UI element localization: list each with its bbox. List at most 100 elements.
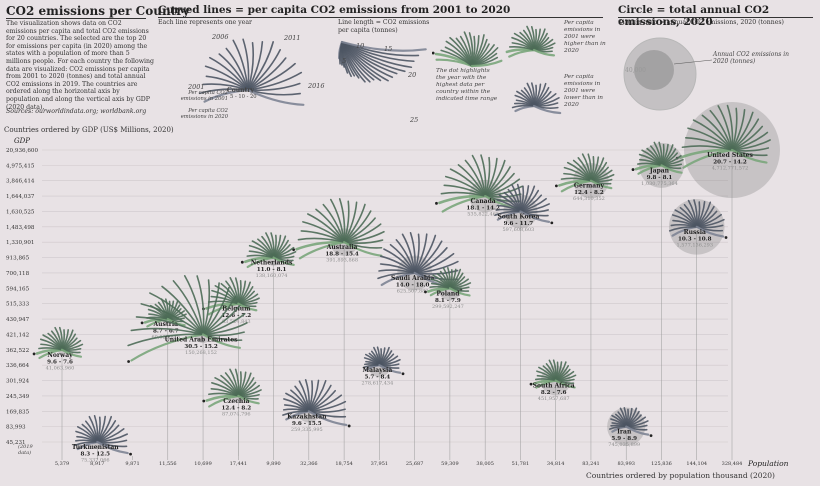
scale-label-25: 25 xyxy=(410,116,419,124)
x-axis-name: Population xyxy=(748,459,789,468)
country-fan-line xyxy=(731,111,754,151)
country-fan-line xyxy=(717,105,733,151)
country-fan-max-dot xyxy=(529,382,533,386)
legend-circle-pointer xyxy=(673,59,713,65)
country-total: 299,592,247 xyxy=(432,304,464,310)
legend-higher: Per capita emissions in 2001 were higher… xyxy=(564,20,606,54)
y-tick-label: 515,333 xyxy=(6,302,30,308)
page-title: CO2 emissions per Country xyxy=(6,4,190,18)
country-fan-line xyxy=(183,274,204,336)
country-fan-line xyxy=(60,348,83,358)
country-fan-max-dot xyxy=(140,321,144,325)
dot-fan-max-dot xyxy=(432,51,435,55)
legend-circle-area: Circle's area = annual CO2 emissions, 20… xyxy=(618,19,784,26)
section-curved-lines-title: Curved lines = per capita CO2 emissions … xyxy=(158,4,511,16)
legend-line-length: Line length = CO2 emissions per capita (… xyxy=(338,19,430,34)
legend-fan-line xyxy=(247,62,296,91)
country-fan-line xyxy=(695,225,725,238)
x-tick-label: 37,951 xyxy=(371,461,389,467)
country-total: 138,160,074 xyxy=(256,273,288,279)
country-fan-line xyxy=(202,312,246,336)
country-total: 259,335,995 xyxy=(291,427,323,433)
country-name: Malaysia xyxy=(363,367,393,374)
x-tick-label: 83,993 xyxy=(617,461,635,467)
scale-label-5: 5 xyxy=(342,57,347,65)
country-name: Saudi Arabia xyxy=(391,275,434,282)
country-fan-line xyxy=(302,221,345,244)
country-total: 4,712,771,572 xyxy=(712,166,749,172)
title-rule xyxy=(6,18,146,19)
legend-dot-highlight: The dot highlights the year with the hig… xyxy=(436,68,498,102)
country-values: 5.9 - 8.9 xyxy=(611,436,637,442)
country-fan-line xyxy=(130,327,204,336)
country-values: 8.3 - 12.5 xyxy=(80,452,110,458)
country-fan-line xyxy=(272,256,295,267)
country-name: Kazakhstan xyxy=(287,413,327,420)
country-values: 12.4 - 8.2 xyxy=(222,405,252,411)
x-tick-label: 18,754 xyxy=(335,461,353,467)
legend-year-2006: 2006 xyxy=(212,33,229,41)
country-fan-max-dot xyxy=(724,236,728,239)
country-values: 9.8 - 8.1 xyxy=(647,175,673,181)
country-fan-line xyxy=(307,410,348,427)
country-fan-line xyxy=(413,252,455,274)
country-name: Canada xyxy=(471,198,496,205)
y-tick-label: 700,118 xyxy=(6,271,30,277)
country-name: Japan xyxy=(649,167,670,174)
country-fan-line xyxy=(343,241,383,257)
x-tick-label: 83,241 xyxy=(582,461,600,467)
legend-fan-line xyxy=(242,38,250,91)
scale-label-10: 10 xyxy=(356,42,365,50)
country-values: 8.7 - 6.7 xyxy=(153,329,179,335)
legend-fan-line xyxy=(202,83,249,91)
y-tick-label: 20,936,600 xyxy=(6,148,38,154)
country-name: United States xyxy=(707,152,753,159)
country-fan-line xyxy=(322,203,345,244)
legend-fan-line xyxy=(247,42,255,91)
country-fan-line xyxy=(438,194,487,205)
lower-fan-line xyxy=(532,104,562,115)
legend-fan-line xyxy=(225,47,249,91)
y-tick-label: 594,165 xyxy=(6,286,30,292)
y-tick-label: 169,835 xyxy=(6,409,30,415)
country-total: 597,608,603 xyxy=(503,227,535,233)
x-tick-label: 8,917 xyxy=(90,461,104,467)
country-fan-line xyxy=(519,210,551,223)
country-fan-max-dot xyxy=(424,290,427,294)
country-values: 8.2 - 7.6 xyxy=(541,390,567,396)
higher-fan-line xyxy=(532,48,556,57)
legend-circle-inner xyxy=(634,50,674,90)
x-tick-label: 59,309 xyxy=(441,461,459,467)
country-fan-line xyxy=(202,282,220,336)
country-fan-line xyxy=(701,114,733,151)
country-fan-line xyxy=(448,287,471,297)
sources: Sources: ourworldindata.org; worldbank.o… xyxy=(6,108,147,115)
country-values: 30.5 - 15.2 xyxy=(184,344,218,350)
country-values: 18.8 - 15.4 xyxy=(325,252,359,258)
country-fan-line xyxy=(300,230,345,244)
dot-fan-line xyxy=(470,59,503,68)
country-total: 83,524,843 xyxy=(222,319,251,325)
x-tick-label: 25,687 xyxy=(406,461,424,467)
country-fan-line xyxy=(343,203,366,244)
country-fan-line xyxy=(413,234,437,274)
section-curved-lines-rule xyxy=(158,17,603,18)
legend-fan-line xyxy=(198,88,249,95)
country-fan-line xyxy=(135,316,204,336)
country-total: 60,025,876 xyxy=(151,335,180,341)
legend-fan-line xyxy=(204,65,249,91)
country-fan-line xyxy=(338,198,346,244)
legend-fan-line xyxy=(209,56,249,91)
x-axis-title: Countries ordered by population thousand… xyxy=(586,471,775,480)
legend-country-values: 5 - 10 - 20 xyxy=(230,94,257,100)
